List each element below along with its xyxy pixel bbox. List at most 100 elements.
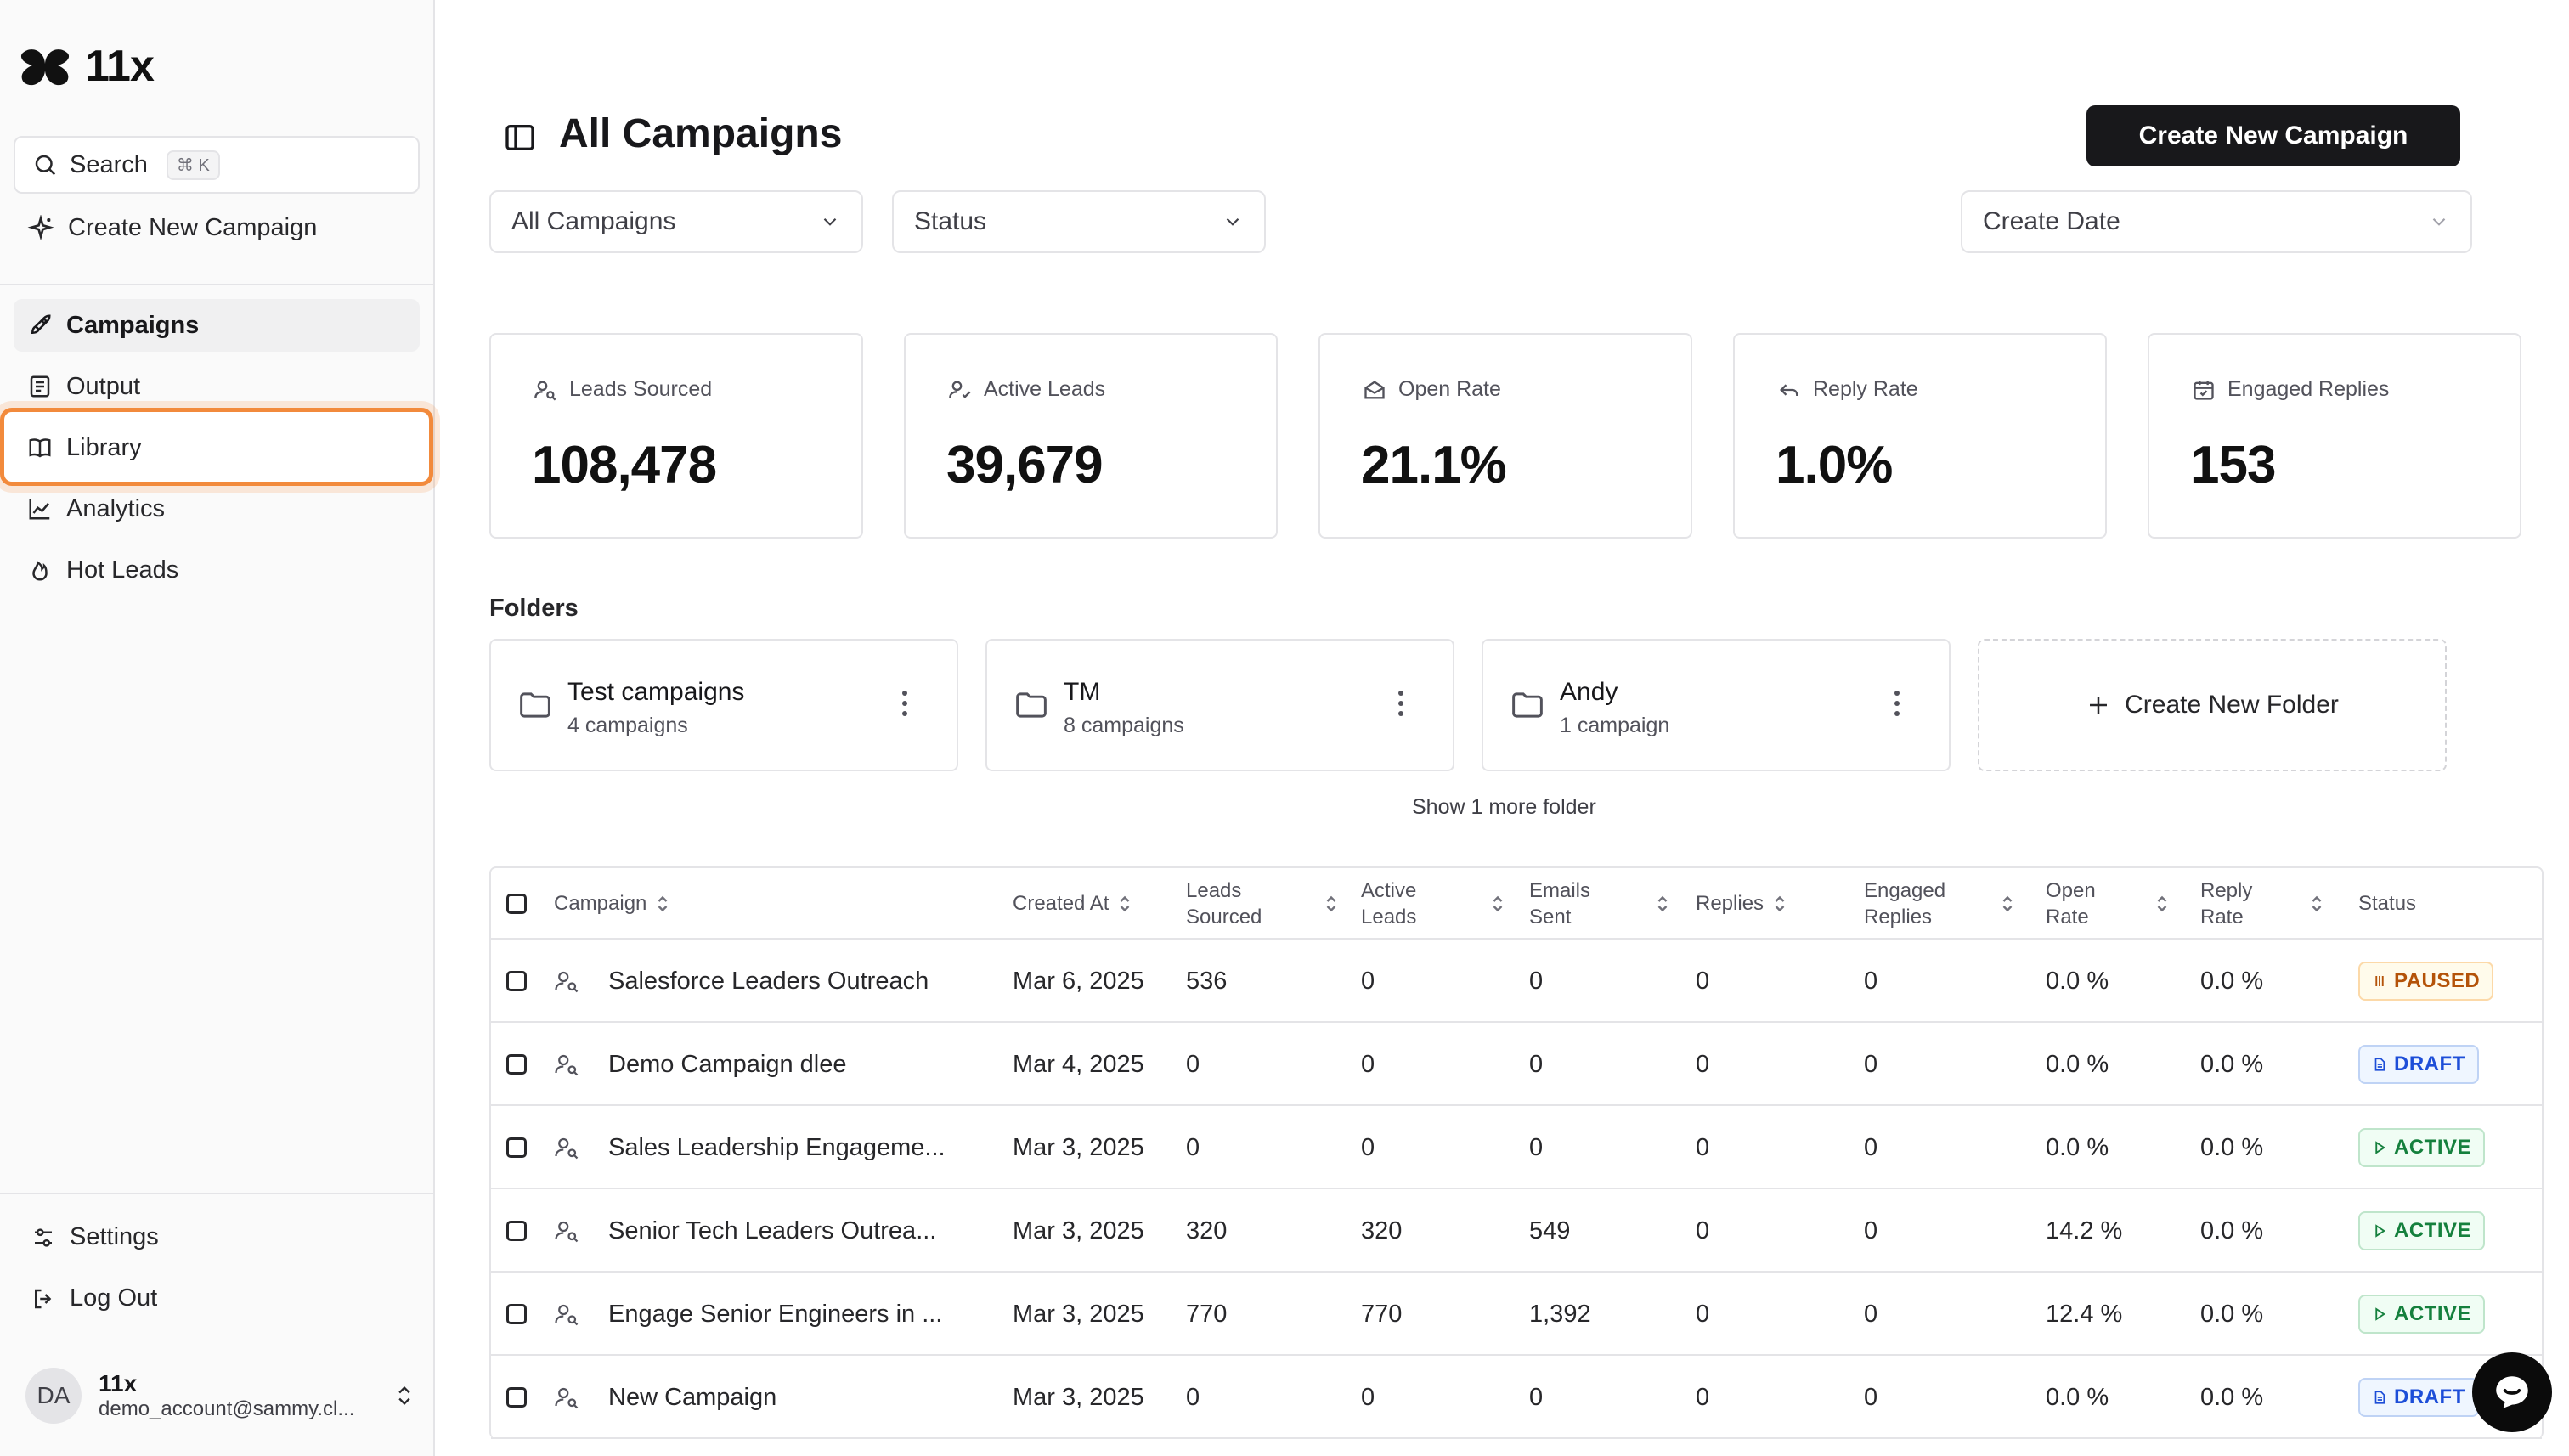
pause-icon: [2372, 973, 2387, 989]
cell-campaign[interactable]: Salesforce Leaders Outreach: [608, 967, 929, 995]
table-row[interactable]: Senior Tech Leaders Outrea... Mar 3, 202…: [491, 1189, 2542, 1273]
cell-engaged-replies: 0: [1864, 1216, 1878, 1244]
sidebar-item-output[interactable]: Output: [14, 360, 420, 413]
date-filter-value: Create Date: [1983, 207, 2120, 235]
status-badge: DRAFT: [2358, 1378, 2479, 1417]
select-all-checkbox[interactable]: [506, 868, 527, 940]
cell-emails-sent: 0: [1529, 967, 1544, 995]
sidebar-item-logout[interactable]: Log Out: [31, 1284, 157, 1312]
cell-campaign[interactable]: Demo Campaign dlee: [608, 1050, 847, 1078]
sidebar-item-analytics[interactable]: Analytics: [14, 483, 420, 535]
user-search-icon: [554, 1356, 579, 1439]
cell-engaged-replies: 0: [1864, 1300, 1878, 1328]
logo-text: 11x: [85, 42, 155, 91]
folder-card-test-campaigns[interactable]: Test campaigns 4 campaigns: [489, 639, 958, 771]
sidebar-item-label: Analytics: [66, 494, 166, 522]
table-row[interactable]: Engage Senior Engineers in ... Mar 3, 20…: [491, 1273, 2542, 1356]
search-icon: [35, 155, 56, 176]
col-emails-sent[interactable]: Emails Sent: [1529, 868, 1670, 940]
user-menu[interactable]: DA 11x demo_account@sammy.cl...: [25, 1368, 416, 1424]
user-search-icon: [554, 1273, 579, 1356]
cell-campaign[interactable]: Engage Senior Engineers in ...: [608, 1300, 943, 1328]
row-checkbox[interactable]: [506, 1273, 527, 1356]
folder-count: 1 campaign: [1560, 714, 1670, 737]
col-leads-sourced[interactable]: Leads Sourced: [1186, 868, 1339, 940]
chat-widget-button[interactable]: [2472, 1352, 2552, 1432]
folder-icon: [520, 692, 550, 718]
logo[interactable]: 11x: [19, 41, 155, 92]
col-replies[interactable]: Replies: [1696, 868, 1787, 940]
stat-label: Active Leads: [984, 377, 1106, 401]
sidebar-create-label: Create New Campaign: [68, 214, 318, 241]
create-campaign-button[interactable]: Create New Campaign: [2086, 105, 2460, 166]
col-reply-rate[interactable]: Reply Rate: [2200, 868, 2324, 940]
sidebar-item-hot-leads[interactable]: Hot Leads: [14, 544, 420, 596]
row-checkbox[interactable]: [506, 1189, 527, 1273]
cell-open-rate: 0.0 %: [2046, 1050, 2109, 1078]
sidebar-divider: [0, 284, 435, 285]
stat-label: Open Rate: [1398, 377, 1501, 401]
col-created-at[interactable]: Created At: [1013, 868, 1132, 940]
cell-active-leads: 770: [1361, 1300, 1403, 1328]
sidebar-create-campaign[interactable]: Create New Campaign: [27, 214, 317, 242]
show-more-folders-link[interactable]: Show 1 more folder: [1412, 795, 1596, 819]
col-active-leads[interactable]: Active Leads: [1361, 868, 1505, 940]
more-vertical-icon[interactable]: [901, 688, 909, 719]
cell-leads-sourced: 0: [1186, 1050, 1200, 1078]
stat-value: 153: [2190, 436, 2276, 494]
more-vertical-icon[interactable]: [1893, 688, 1901, 719]
chevron-down-icon: [2432, 217, 2446, 226]
sidebar-toggle-icon[interactable]: [503, 121, 537, 155]
mail-open-icon: [1364, 380, 1385, 398]
folder-card-tm[interactable]: TM 8 campaigns: [985, 639, 1454, 771]
cell-status: DRAFT: [2358, 1023, 2479, 1106]
table-row[interactable]: Sales Leadership Engageme... Mar 3, 2025…: [491, 1106, 2542, 1189]
cell-emails-sent: 0: [1529, 1383, 1544, 1411]
status-filter-value: Status: [914, 207, 987, 235]
col-engaged-replies[interactable]: Engaged Replies: [1864, 868, 2015, 940]
status-filter-select[interactable]: Status: [892, 190, 1266, 253]
stat-value: 108,478: [532, 436, 717, 494]
sidebar-item-settings[interactable]: Settings: [31, 1223, 159, 1251]
table-row[interactable]: Salesforce Leaders Outreach Mar 6, 2025 …: [491, 940, 2542, 1023]
folder-count: 4 campaigns: [567, 714, 688, 737]
cell-replies: 0: [1696, 1383, 1710, 1411]
sidebar: 11x Search ⌘ K Create New Campaign Campa…: [0, 0, 435, 1456]
search-shortcut: ⌘ K: [166, 150, 220, 180]
cell-emails-sent: 1,392: [1529, 1300, 1591, 1328]
main-content: All Campaigns Create New Campaign All Ca…: [435, 0, 2569, 1456]
col-open-rate[interactable]: Open Rate: [2046, 868, 2170, 940]
cell-status: ACTIVE: [2358, 1273, 2486, 1356]
cell-campaign[interactable]: Senior Tech Leaders Outrea...: [608, 1216, 937, 1244]
cell-reply-rate: 0.0 %: [2200, 1216, 2264, 1244]
table-row[interactable]: New Campaign Mar 3, 2025 0 0 0 0 0 0.0 %…: [491, 1356, 2542, 1439]
folder-card-andy[interactable]: Andy 1 campaign: [1482, 639, 1951, 771]
sidebar-item-campaigns[interactable]: Campaigns: [14, 299, 420, 352]
more-vertical-icon[interactable]: [1397, 688, 1405, 719]
campaign-filter-select[interactable]: All Campaigns: [489, 190, 863, 253]
cell-campaign[interactable]: Sales Leadership Engageme...: [608, 1133, 946, 1161]
chevron-down-icon: [1226, 217, 1239, 226]
create-folder-button[interactable]: Create New Folder: [1978, 639, 2447, 771]
date-filter-select[interactable]: Create Date: [1961, 190, 2472, 253]
row-checkbox[interactable]: [506, 1023, 527, 1106]
row-checkbox[interactable]: [506, 940, 527, 1023]
cell-engaged-replies: 0: [1864, 1133, 1878, 1161]
user-search-icon: [554, 1023, 579, 1106]
avatar: DA: [25, 1368, 82, 1424]
col-campaign[interactable]: Campaign: [554, 868, 670, 940]
search-button[interactable]: Search ⌘ K: [14, 136, 420, 194]
chart-icon: [29, 499, 50, 520]
cell-campaign[interactable]: New Campaign: [608, 1383, 777, 1411]
table-row[interactable]: Demo Campaign dlee Mar 4, 2025 0 0 0 0 0…: [491, 1023, 2542, 1106]
row-checkbox[interactable]: [506, 1356, 527, 1439]
row-checkbox[interactable]: [506, 1106, 527, 1189]
cell-replies: 0: [1696, 1133, 1710, 1161]
table-header: Campaign Created At Leads Sourced Active L…: [491, 868, 2542, 940]
cell-reply-rate: 0.0 %: [2200, 967, 2264, 995]
cell-leads-sourced: 320: [1186, 1216, 1228, 1244]
cell-active-leads: 0: [1361, 1383, 1375, 1411]
sidebar-item-library[interactable]: Library: [14, 421, 420, 474]
user-name: 11x: [99, 1370, 138, 1397]
